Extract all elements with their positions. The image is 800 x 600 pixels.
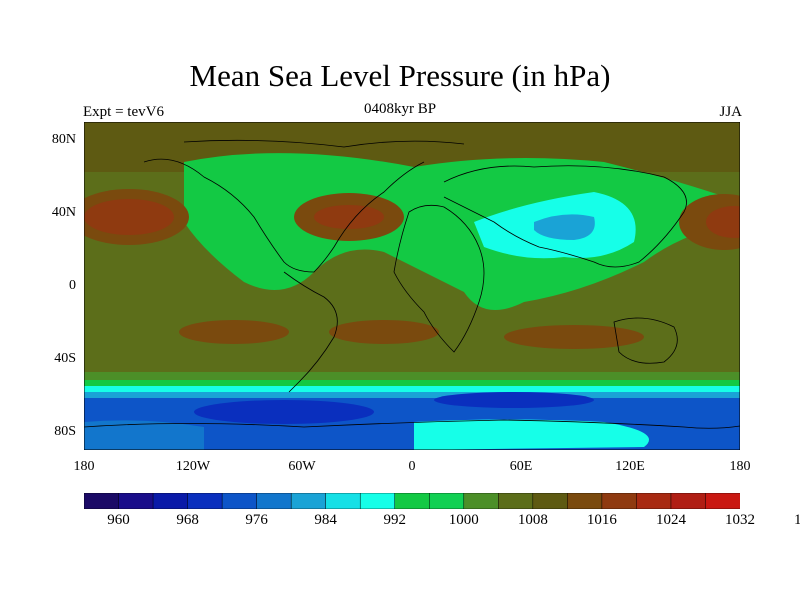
season-label: JJA: [719, 104, 742, 120]
y-tick-80s: 80S: [54, 424, 76, 439]
colorbar-swatch: [290, 492, 327, 510]
coastlines: [84, 139, 740, 429]
colorbar-label: 1008: [517, 512, 548, 528]
experiment-label: Expt = tevV6: [83, 104, 164, 120]
antarctic-west: [84, 420, 204, 450]
y-tick-80n: 80N: [51, 132, 76, 147]
band-992: [84, 386, 740, 392]
x-tick-180w: 180: [73, 459, 95, 474]
x-tick-60w: 60W: [288, 459, 316, 474]
pacific-high-east-core: [706, 206, 740, 238]
band-1008: [84, 372, 740, 380]
y-tick-0: 0: [69, 278, 76, 293]
colorbar-swatch: [532, 492, 569, 510]
band-984: [84, 392, 740, 398]
colorbar-svg: [83, 492, 741, 510]
colorbar-swatch: [83, 492, 120, 510]
indian-ocean-high: [504, 325, 644, 349]
southern-low-core-2: [434, 392, 594, 408]
colorbar-swatch: [325, 492, 361, 510]
colorbar-label: 960: [107, 512, 130, 528]
x-tick-180e: 180: [729, 459, 751, 474]
colorbar-swatch: [152, 492, 189, 510]
x-tick-120w: 120W: [175, 459, 211, 474]
colorbar-label: 976: [245, 512, 268, 528]
y-tick-40n: 40N: [51, 205, 76, 220]
map-svg: [84, 122, 740, 450]
y-tick-40s: 40S: [54, 351, 76, 366]
colorbar: [83, 492, 741, 510]
pressure-map: [84, 122, 740, 450]
colorbar-swatch: [118, 492, 154, 510]
colorbar-swatch: [429, 492, 465, 510]
colorbar-swatch: [221, 492, 258, 510]
colorbar-swatch: [705, 492, 741, 510]
x-tick-120e: 120E: [615, 459, 645, 474]
colorbar-label: 992: [383, 512, 406, 528]
x-tick-0: 0: [408, 459, 416, 474]
antarctic-cyan: [414, 419, 649, 450]
colorbar-label: 1024: [655, 512, 686, 528]
colorbar-swatch: [256, 492, 292, 510]
south-atlantic-high: [329, 320, 439, 344]
colorbar-swatch: [187, 492, 223, 510]
colorbar-label: 968: [176, 512, 199, 528]
colorbar-label: 1032: [725, 512, 755, 528]
colorbar-swatch: [498, 492, 534, 510]
asian-low-core: [534, 214, 595, 240]
colorbar-label: 1016: [586, 512, 617, 528]
colorbar-swatch: [670, 492, 707, 510]
southern-low-core-1: [194, 400, 374, 424]
x-tick-60e: 60E: [509, 459, 533, 474]
colorbar-swatch: [567, 492, 603, 510]
band-1000: [84, 380, 740, 386]
colorbar-swatch: [463, 492, 500, 510]
arctic-band: [84, 122, 740, 172]
time-label: 0408kyr BP: [363, 101, 437, 117]
chart-title: Mean Sea Level Pressure (in hPa): [189, 58, 611, 93]
colorbar-swatch: [601, 492, 638, 510]
colorbar-swatch: [359, 492, 396, 510]
colorbar-label: 984: [314, 512, 337, 528]
colorbar-swatch: [394, 492, 431, 510]
pacific-high-west-core: [84, 199, 174, 235]
colorbar-label: 1040: [794, 512, 800, 528]
south-pacific-high: [179, 320, 289, 344]
northern-green-region: [184, 153, 740, 310]
colorbar-label: 1000: [448, 512, 479, 528]
azores-high-core: [314, 205, 384, 229]
colorbar-swatch: [636, 492, 672, 510]
